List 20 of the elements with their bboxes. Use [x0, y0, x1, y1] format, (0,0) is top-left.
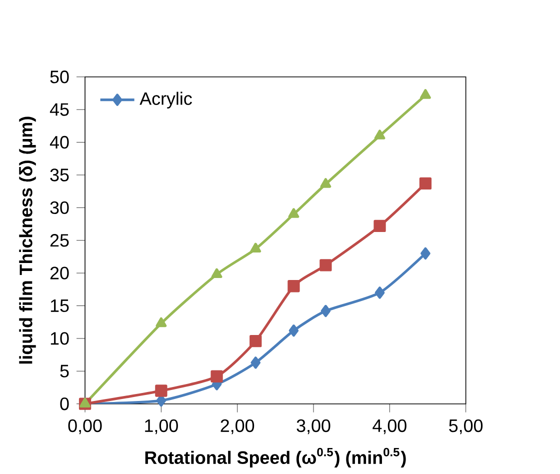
x-tick-label: 0,00 [68, 419, 102, 434]
y-tick-label: 10 [50, 332, 69, 345]
x-axis-title: Rotational Speed (ω$^{0.5}$) (min$^{0.5}$) [145, 448, 406, 468]
x-tick-label: 5,00 [449, 419, 483, 434]
y-tick-label: 0 [60, 397, 69, 410]
y-tick-label: 15 [50, 299, 69, 312]
y-tick-label: 5 [60, 364, 69, 378]
x-tick-label: 3,00 [296, 419, 330, 434]
x-tick-label: 2,00 [220, 419, 254, 434]
y-tick-label: 40 [50, 136, 69, 149]
y-tick-label: 20 [50, 266, 69, 280]
y-tick-label: 30 [50, 201, 69, 214]
x-tick-label: 4,00 [372, 419, 406, 434]
y-tick-label: 25 [50, 234, 69, 247]
x-tick-label: 1,00 [145, 419, 178, 434]
legend-label: Acrylic [140, 92, 192, 108]
y-tick-label: 50 [50, 70, 69, 84]
y-axis-title: liquid film Thickness (δ) (μm) [19, 116, 36, 364]
y-tick-label: 45 [50, 103, 69, 116]
y-tick-label: 35 [50, 168, 69, 182]
